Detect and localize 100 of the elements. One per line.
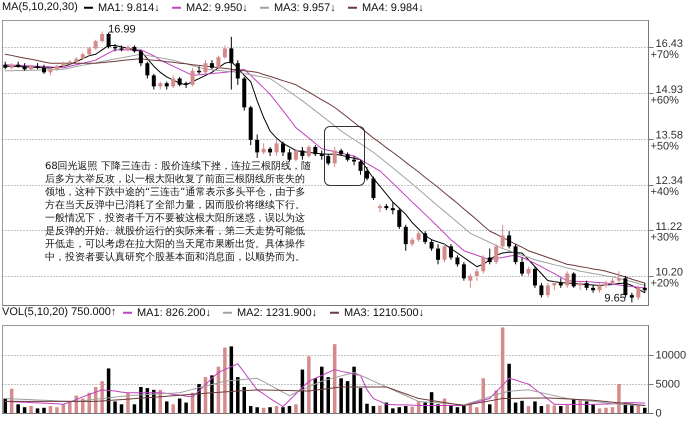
bar [591, 404, 595, 413]
legend-label: MA2: 9.950↓ [186, 2, 248, 14]
bar [274, 406, 278, 413]
bar [346, 381, 350, 413]
bar [120, 404, 124, 413]
bar [16, 404, 20, 413]
bar [624, 404, 628, 413]
y2-tick-label: +70% [650, 48, 680, 61]
y-tick-label: 5000 [656, 378, 680, 391]
y-tick-label: 16.43 [656, 38, 684, 50]
bar [404, 406, 408, 413]
bar [462, 406, 466, 413]
bar [255, 407, 259, 413]
bar [423, 402, 427, 413]
y-tick-label: 13.58 [656, 129, 684, 142]
bar [314, 378, 318, 413]
bar [216, 366, 220, 413]
bar [22, 407, 26, 413]
bar [300, 370, 304, 413]
legend-label: MA2: 1231.900↓ [237, 306, 318, 319]
bar [559, 406, 563, 413]
bar [42, 408, 46, 413]
y2-tick-label: +20% [650, 277, 680, 290]
bar [378, 405, 382, 413]
bar [171, 404, 175, 413]
bar [546, 404, 550, 413]
bar [352, 366, 356, 413]
bar [113, 401, 117, 413]
bar [332, 344, 336, 413]
bar [630, 405, 634, 413]
bar [281, 407, 285, 413]
bar [488, 404, 492, 413]
legend-title: MA(5,10,20,30) [2, 1, 78, 13]
bar [307, 356, 311, 413]
bar [48, 406, 52, 413]
bar [475, 407, 479, 413]
bar [598, 408, 602, 413]
bar [294, 404, 298, 413]
y-tick-label: 14.93 [656, 84, 684, 96]
line-series [4, 386, 646, 406]
annotation: 9.65 [604, 292, 626, 305]
bar [55, 407, 59, 413]
legend-label: MA3: 9.957↓ [274, 2, 336, 14]
y2-tick-label: +30% [650, 232, 680, 244]
bar [184, 402, 188, 413]
bar [242, 386, 246, 413]
bar [617, 384, 621, 413]
y-tick-label: 12.34 [656, 175, 684, 188]
bar [566, 404, 569, 413]
line-series [4, 372, 646, 406]
bar [210, 375, 214, 413]
bar [456, 407, 460, 413]
bar [248, 406, 252, 413]
bar [236, 377, 240, 413]
bar [230, 346, 234, 413]
legend-label: MA4: 9.984↓ [362, 2, 424, 14]
bar [610, 407, 614, 413]
legend-title: VOL(5,10,20) 750.000↑ [2, 306, 116, 318]
bar [410, 406, 414, 413]
bar [520, 400, 524, 413]
bar [514, 402, 518, 413]
annotation: 16.99 [108, 23, 136, 36]
y2-tick-label: +50% [650, 140, 680, 152]
bar [68, 401, 72, 413]
bar [636, 404, 640, 413]
bar [507, 364, 511, 413]
y2-tick-label: +60% [650, 94, 680, 107]
y2-tick-label: +40% [650, 186, 680, 198]
bar [398, 407, 402, 413]
bar [500, 327, 504, 413]
bar [584, 401, 588, 413]
bar [339, 378, 343, 413]
bar [526, 406, 530, 413]
annotation: 68回光返照 下降三连击：股价连续下挫，连拉三根阴线，随后多方大举反攻，以一根大阳收复了前面三根阴线所丧失的领地，这种下跌中途的“三连击”通常表示多头平仓，由于多方在当天反弹中已消耗了全部力量，因而股价将继续下行。一般情况下，投资者千万不要被这根大阳所迷惑，误以为这是反弹的开始。就股价运行的实际来看，第二天走势可能低开低走，可以考虑在拉大阳的当天尾市果断出货。具体操作中，投资者要认真研究个股基本面和消息面，以顺势而为。 [45, 160, 312, 264]
bar [223, 348, 227, 413]
y-tick-label: 10.20 [656, 266, 684, 278]
bar [326, 377, 330, 413]
legend-label: MA1: 9.814↓ [98, 2, 160, 14]
bar [358, 388, 362, 413]
bar [164, 401, 168, 413]
bar [643, 408, 647, 413]
legend-label: MA3: 1210.500↓ [344, 306, 424, 319]
bar [604, 408, 608, 413]
bar [365, 404, 369, 413]
bar [178, 398, 182, 413]
bar [268, 407, 272, 413]
bar [262, 408, 266, 413]
bar [36, 408, 40, 413]
bar [372, 406, 376, 413]
y-tick-label: 11.22 [656, 220, 682, 233]
y-tick-label: 10000 [656, 350, 686, 362]
bar [552, 405, 556, 413]
bar [540, 406, 544, 413]
bar [391, 408, 395, 413]
bar [449, 405, 453, 413]
y-tick-label: 0 [656, 408, 662, 420]
bar [204, 377, 208, 413]
bar [288, 406, 292, 413]
bar [190, 392, 194, 413]
bar [62, 404, 66, 413]
